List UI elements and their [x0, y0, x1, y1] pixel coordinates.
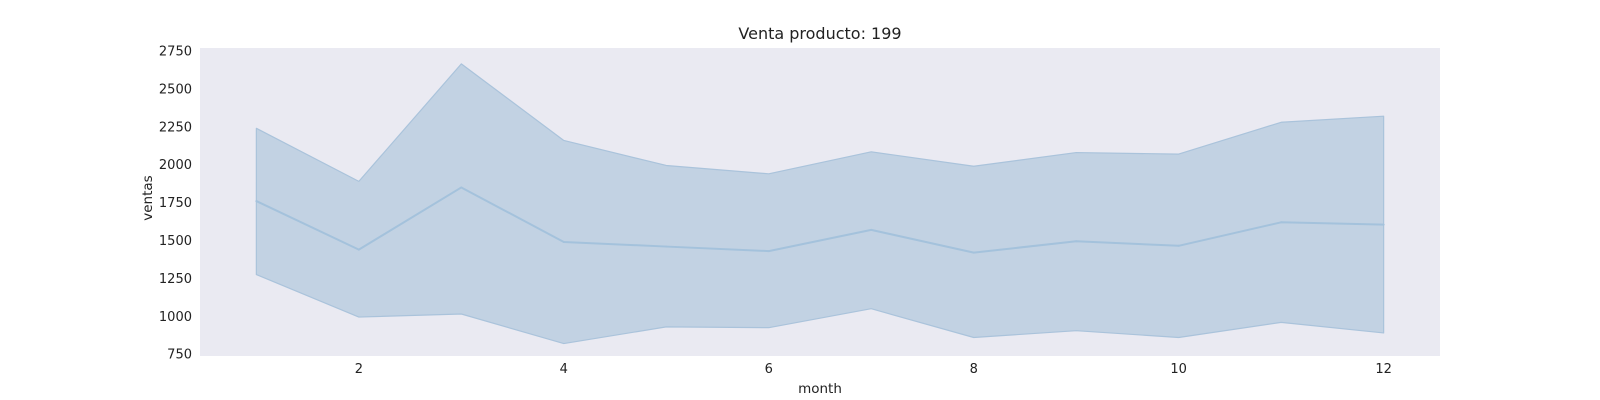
- x-tick-label: 8: [970, 362, 978, 377]
- y-tick-label: 750: [167, 348, 192, 363]
- x-tick-label: 4: [560, 362, 568, 377]
- data-point: [1177, 244, 1180, 247]
- data-point: [767, 250, 770, 253]
- data-point: [357, 248, 360, 251]
- y-tick-label: 1500: [159, 234, 192, 249]
- x-axis-label: month: [798, 381, 842, 397]
- data-point: [1280, 221, 1283, 224]
- x-tick-label: 10: [1170, 362, 1187, 377]
- x-tick-label: 2: [355, 362, 363, 377]
- data-point: [665, 245, 668, 248]
- confidence-band: [255, 63, 1385, 345]
- y-tick-label: 2250: [159, 120, 192, 135]
- x-tick-label: 12: [1375, 362, 1392, 377]
- x-tick-label: 6: [765, 362, 773, 377]
- y-tick-label: 1000: [159, 310, 192, 325]
- data-point: [255, 200, 258, 203]
- series-line: [255, 186, 1384, 254]
- data-point: [870, 228, 873, 231]
- y-tick-label: 1250: [159, 272, 192, 287]
- data-point: [562, 241, 565, 244]
- data-point: [460, 186, 463, 189]
- y-tick-label: 2750: [159, 45, 192, 60]
- data-point: [1075, 240, 1078, 243]
- y-tick-label: 2500: [159, 82, 192, 97]
- chart-title: Venta producto: 199: [738, 24, 901, 43]
- y-tick-label: 2000: [159, 158, 192, 173]
- y-axis-label: ventas: [140, 175, 156, 220]
- data-point: [972, 251, 975, 254]
- y-tick-label: 1750: [159, 196, 192, 211]
- data-point: [1382, 223, 1385, 226]
